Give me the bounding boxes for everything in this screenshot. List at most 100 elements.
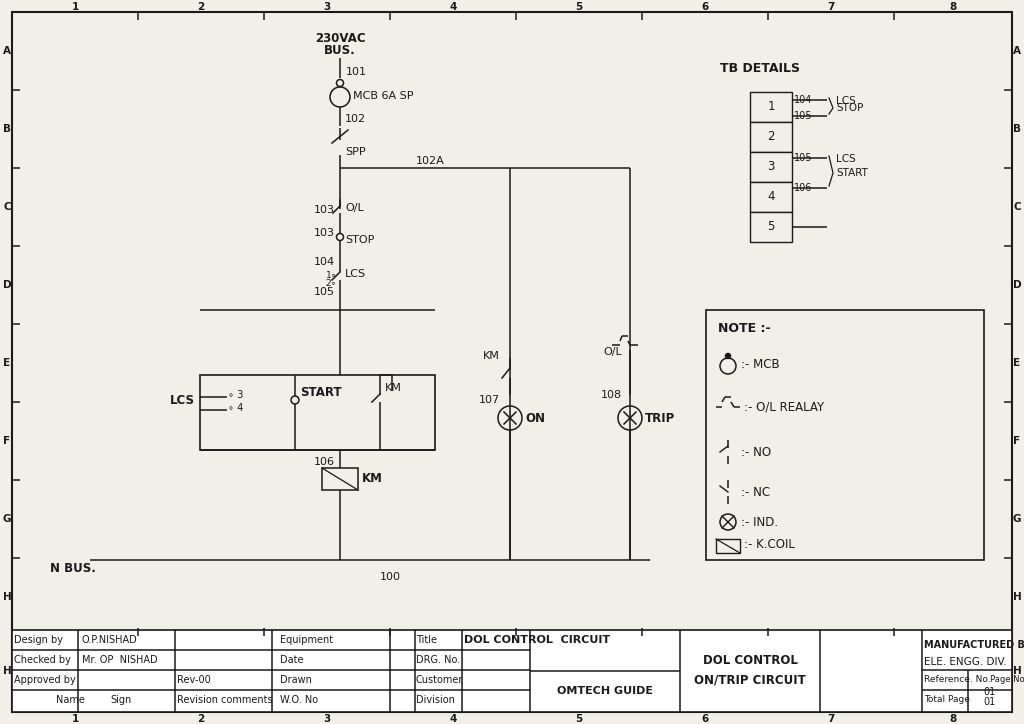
Text: DRG. No.: DRG. No. (416, 655, 460, 665)
Bar (750, 122, 792, 152)
Text: A: A (3, 46, 11, 56)
Text: 2∘: 2∘ (326, 279, 337, 287)
Text: G: G (3, 514, 11, 524)
Text: LCS: LCS (345, 269, 367, 279)
Text: STOP: STOP (345, 235, 375, 245)
Text: BUS.: BUS. (325, 43, 356, 56)
Text: 3: 3 (767, 161, 775, 174)
Text: 1∘: 1∘ (326, 272, 337, 280)
Bar (322, 468, 358, 490)
Text: Design by: Design by (14, 635, 63, 645)
Text: N BUS.: N BUS. (50, 562, 96, 575)
Text: 7: 7 (827, 2, 835, 12)
Text: :- K.COIL: :- K.COIL (744, 539, 795, 552)
Circle shape (720, 514, 736, 530)
Bar (12, 630, 1012, 712)
Text: NOTE :-: NOTE :- (718, 321, 771, 334)
Text: 106: 106 (314, 457, 335, 467)
Text: Name: Name (56, 695, 85, 705)
Circle shape (291, 396, 299, 404)
Text: ELE. ENGG. DIV.: ELE. ENGG. DIV. (924, 657, 1007, 667)
Text: 107: 107 (479, 395, 500, 405)
Text: 105: 105 (794, 111, 812, 121)
Text: TRIP: TRIP (645, 411, 675, 424)
Text: Revision comments: Revision comments (177, 695, 272, 705)
Text: :- IND.: :- IND. (741, 515, 778, 529)
Bar (750, 212, 792, 242)
Text: Title: Title (416, 635, 437, 645)
Text: 2: 2 (767, 130, 775, 143)
Bar (750, 182, 792, 212)
Text: Drawn: Drawn (280, 675, 312, 685)
Text: 1: 1 (72, 714, 79, 724)
Text: 102: 102 (345, 114, 367, 124)
Circle shape (720, 358, 736, 374)
Text: START: START (836, 168, 868, 178)
Text: STOP: STOP (836, 103, 863, 113)
Text: KM: KM (385, 383, 401, 393)
Text: 102A: 102A (416, 156, 444, 166)
Text: :- NO: :- NO (741, 445, 771, 458)
Text: MCB 6A SP: MCB 6A SP (353, 91, 414, 101)
Bar (750, 152, 792, 182)
Text: Date: Date (280, 655, 303, 665)
Text: F: F (3, 436, 10, 446)
Text: DOL CONTROL  CIRCUIT: DOL CONTROL CIRCUIT (464, 635, 610, 645)
Text: 5: 5 (767, 221, 775, 234)
Text: ON/TRIP CIRCUIT: ON/TRIP CIRCUIT (694, 673, 806, 686)
Text: Sign: Sign (110, 695, 131, 705)
Text: :- MCB: :- MCB (741, 358, 779, 371)
Text: H: H (1013, 666, 1021, 676)
Text: C: C (3, 202, 11, 212)
Text: Total Page: Total Page (924, 696, 970, 704)
Text: A: A (1013, 46, 1021, 56)
Text: 6: 6 (701, 714, 709, 724)
Text: 3: 3 (324, 714, 331, 724)
Text: 7: 7 (827, 714, 835, 724)
Text: Rev-00: Rev-00 (177, 675, 211, 685)
Text: MANUFACTURED BY :: MANUFACTURED BY : (924, 640, 1024, 650)
Text: 8: 8 (949, 714, 956, 724)
Text: 01: 01 (984, 687, 996, 697)
Text: O/L: O/L (603, 347, 622, 357)
Text: KM: KM (483, 351, 500, 361)
Text: B: B (3, 124, 11, 134)
Text: 4: 4 (767, 190, 775, 203)
Text: 6: 6 (701, 2, 709, 12)
Text: 101: 101 (346, 67, 367, 77)
Bar (706, 310, 984, 560)
Text: 2: 2 (198, 2, 205, 12)
Text: SPP: SPP (345, 147, 366, 157)
Text: ∘ 3: ∘ 3 (228, 390, 244, 400)
Text: 4: 4 (450, 2, 457, 12)
Text: Customer: Customer (416, 675, 464, 685)
Text: 01: 01 (984, 697, 996, 707)
Text: O.P.NISHAD: O.P.NISHAD (82, 635, 138, 645)
Text: E: E (3, 358, 10, 368)
Text: F: F (1014, 436, 1021, 446)
Text: 3: 3 (324, 2, 331, 12)
Circle shape (618, 406, 642, 430)
Circle shape (330, 87, 350, 107)
Text: 4: 4 (450, 714, 457, 724)
Text: LCS: LCS (836, 154, 856, 164)
Text: 230VAC: 230VAC (314, 32, 366, 44)
Text: W.O. No: W.O. No (280, 695, 318, 705)
Text: B: B (1013, 124, 1021, 134)
Circle shape (337, 80, 343, 86)
Text: 5: 5 (575, 714, 583, 724)
Text: ON: ON (525, 411, 545, 424)
Text: LCS: LCS (170, 394, 195, 406)
Text: 2: 2 (198, 714, 205, 724)
Text: 100: 100 (380, 572, 400, 582)
Bar (200, 375, 435, 450)
Circle shape (337, 234, 343, 240)
Text: LCS: LCS (836, 96, 856, 106)
Text: C: C (1013, 202, 1021, 212)
Text: Division: Division (416, 695, 455, 705)
Text: KM: KM (362, 473, 383, 486)
Text: TB DETAILS: TB DETAILS (720, 62, 800, 75)
Text: :- O/L REALAY: :- O/L REALAY (744, 400, 824, 413)
Text: H: H (3, 592, 11, 602)
Text: ∘ 4: ∘ 4 (228, 403, 244, 413)
